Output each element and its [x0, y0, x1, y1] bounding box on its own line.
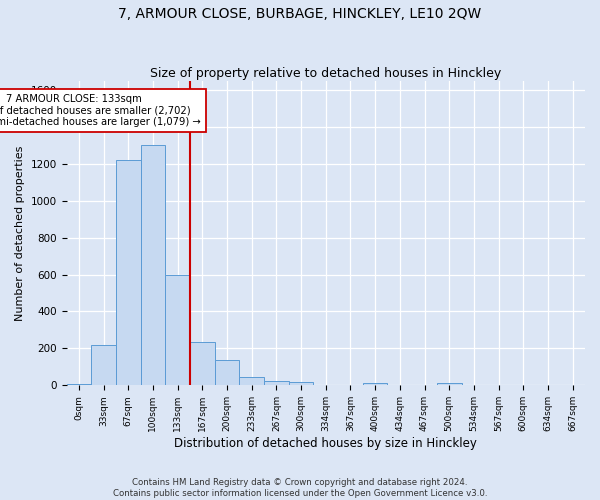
- Bar: [437, 382, 461, 386]
- Bar: [116, 160, 140, 386]
- Text: 7, ARMOUR CLOSE, BURBAGE, HINCKLEY, LE10 2QW: 7, ARMOUR CLOSE, BURBAGE, HINCKLEY, LE10…: [118, 8, 482, 22]
- Bar: [239, 377, 264, 386]
- Bar: [91, 344, 116, 386]
- Title: Size of property relative to detached houses in Hinckley: Size of property relative to detached ho…: [150, 66, 502, 80]
- Text: Contains HM Land Registry data © Crown copyright and database right 2024.
Contai: Contains HM Land Registry data © Crown c…: [113, 478, 487, 498]
- Bar: [67, 384, 91, 386]
- X-axis label: Distribution of detached houses by size in Hinckley: Distribution of detached houses by size …: [175, 437, 477, 450]
- Y-axis label: Number of detached properties: Number of detached properties: [15, 146, 25, 320]
- Bar: [264, 380, 289, 386]
- Bar: [289, 382, 313, 386]
- Text: 7 ARMOUR CLOSE: 133sqm
← 71% of detached houses are smaller (2,702)
29% of semi-: 7 ARMOUR CLOSE: 133sqm ← 71% of detached…: [0, 94, 201, 127]
- Bar: [140, 146, 165, 386]
- Bar: [165, 274, 190, 386]
- Bar: [190, 342, 215, 386]
- Bar: [363, 382, 388, 386]
- Bar: [215, 360, 239, 386]
